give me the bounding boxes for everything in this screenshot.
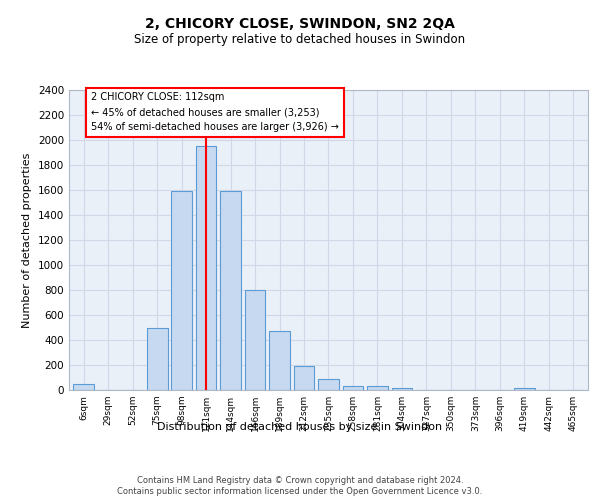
Text: Contains HM Land Registry data © Crown copyright and database right 2024.: Contains HM Land Registry data © Crown c… bbox=[137, 476, 463, 485]
Bar bbox=[293, 366, 314, 390]
Bar bbox=[147, 328, 167, 390]
Bar bbox=[392, 388, 412, 390]
Bar bbox=[196, 146, 217, 390]
Text: Contains public sector information licensed under the Open Government Licence v3: Contains public sector information licen… bbox=[118, 488, 482, 496]
Bar bbox=[318, 380, 339, 390]
Bar bbox=[245, 290, 265, 390]
Bar bbox=[171, 191, 192, 390]
Text: 2, CHICORY CLOSE, SWINDON, SN2 2QA: 2, CHICORY CLOSE, SWINDON, SN2 2QA bbox=[145, 18, 455, 32]
Bar bbox=[367, 386, 388, 390]
Text: Distribution of detached houses by size in Swindon: Distribution of detached houses by size … bbox=[157, 422, 443, 432]
Bar bbox=[514, 388, 535, 390]
Bar bbox=[73, 384, 94, 390]
Text: 2 CHICORY CLOSE: 112sqm
← 45% of detached houses are smaller (3,253)
54% of semi: 2 CHICORY CLOSE: 112sqm ← 45% of detache… bbox=[91, 92, 339, 132]
Bar bbox=[343, 386, 364, 390]
Text: Size of property relative to detached houses in Swindon: Size of property relative to detached ho… bbox=[134, 32, 466, 46]
Y-axis label: Number of detached properties: Number of detached properties bbox=[22, 152, 32, 328]
Bar bbox=[269, 331, 290, 390]
Bar bbox=[220, 191, 241, 390]
